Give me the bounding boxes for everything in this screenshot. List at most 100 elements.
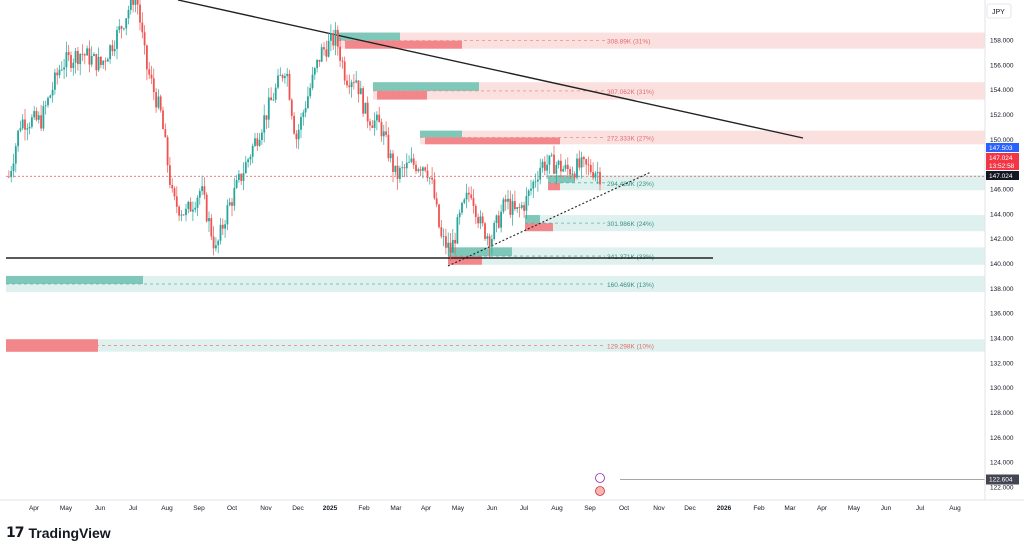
- candle-body: [576, 158, 578, 178]
- candle-body: [132, 0, 134, 5]
- candle-body: [456, 217, 459, 244]
- time-tick-label: Nov: [653, 505, 665, 512]
- time-tick-label: Aug: [551, 505, 563, 512]
- candle-body: [348, 85, 351, 88]
- candle-body: [290, 99, 293, 116]
- price-axis: JPY158.000156.000154.000152.000150.00014…: [595, 0, 1019, 500]
- candle-body: [97, 56, 100, 71]
- time-tick-label: Mar: [390, 505, 402, 512]
- time-tick-label: Oct: [227, 505, 237, 512]
- candle-body: [155, 92, 157, 108]
- candle-body: [527, 190, 530, 197]
- candle-body: [267, 97, 270, 120]
- candle-body: [470, 194, 473, 199]
- candle-body: [70, 55, 72, 69]
- candle-body: [426, 170, 429, 178]
- time-tick-label: May: [848, 505, 861, 512]
- candle-body: [31, 117, 33, 127]
- candle-body: [65, 52, 68, 68]
- sell-volume-bar: [448, 256, 482, 265]
- candle-body: [120, 26, 123, 29]
- candle-body: [419, 169, 422, 171]
- candle-body: [495, 215, 498, 224]
- candle-body: [198, 190, 201, 198]
- candle-body: [309, 87, 312, 97]
- candle-body: [566, 164, 569, 170]
- price-tick-label: 152.000: [990, 112, 1014, 119]
- candle-body: [226, 205, 229, 225]
- candle-body: [215, 245, 217, 249]
- candle-body: [83, 54, 86, 56]
- candle-body: [139, 4, 141, 23]
- candle-body: [573, 173, 576, 178]
- candle-body: [403, 167, 406, 169]
- sell-volume-bar: [525, 223, 553, 232]
- candle-body: [166, 137, 169, 166]
- candle-body: [49, 95, 52, 98]
- price-tick-label: 146.000: [990, 187, 1014, 194]
- candle-body: [88, 48, 91, 65]
- candle-body: [583, 157, 585, 160]
- candle-body: [366, 102, 369, 122]
- volume-zone: [525, 215, 985, 232]
- candle-body: [297, 129, 300, 140]
- candle-body: [244, 162, 247, 174]
- candle-body: [256, 138, 259, 146]
- sell-volume-bar: [425, 137, 560, 145]
- candle-body: [26, 128, 29, 130]
- price-tag-label: 147.024: [989, 155, 1013, 162]
- price-tag: [986, 161, 1019, 170]
- candle-body: [410, 158, 413, 162]
- candle-body: [51, 89, 54, 96]
- candle-body: [318, 59, 321, 62]
- candle-body: [242, 173, 245, 181]
- candle-body: [431, 177, 433, 180]
- candle-body: [217, 240, 220, 246]
- candle-body: [339, 46, 341, 61]
- candle-body: [371, 125, 374, 128]
- time-tick-label: Apr: [421, 505, 432, 512]
- candle-body: [247, 159, 249, 163]
- candle-body: [196, 197, 199, 208]
- candle-body: [396, 165, 399, 179]
- volume-zone: [6, 275, 985, 293]
- candle-body: [272, 99, 275, 101]
- candle-body: [21, 119, 24, 129]
- price-tag: [986, 153, 1019, 162]
- candle-body: [300, 116, 302, 130]
- buy-volume-bar: [548, 175, 575, 183]
- time-tick-label: Jun: [881, 505, 892, 512]
- candle-body: [594, 173, 597, 178]
- buy-volume-bar: [373, 82, 479, 91]
- price-tick-label: 134.000: [990, 336, 1014, 343]
- candle-body: [277, 75, 279, 88]
- candle-body: [442, 236, 445, 238]
- sell-volume-bar: [345, 40, 462, 49]
- candle-body: [504, 199, 507, 202]
- candle-body: [532, 181, 535, 189]
- candle-body: [279, 75, 282, 76]
- candle-body: [143, 32, 146, 46]
- candle-body: [585, 159, 588, 165]
- candle-body: [323, 47, 325, 50]
- price-tick-label: 154.000: [990, 87, 1014, 94]
- candle-body: [408, 161, 410, 163]
- candle-body: [141, 22, 144, 33]
- candle-body: [472, 198, 475, 206]
- candles: [8, 0, 601, 261]
- candle-body: [341, 60, 344, 62]
- candle-body: [477, 217, 479, 224]
- candle-body: [502, 199, 505, 212]
- candle-body: [54, 72, 56, 90]
- candle-body: [109, 45, 111, 60]
- price-tag: [986, 171, 1019, 180]
- volume-zones: 308.89K (31%) 307.062K (31%) 272.333K (27%…: [6, 32, 985, 352]
- candle-body: [86, 48, 88, 56]
- candle-body: [72, 62, 75, 69]
- candle-body: [392, 153, 394, 172]
- volume-zone: [420, 130, 985, 145]
- candle-body: [587, 164, 590, 166]
- candle-body: [127, 9, 130, 19]
